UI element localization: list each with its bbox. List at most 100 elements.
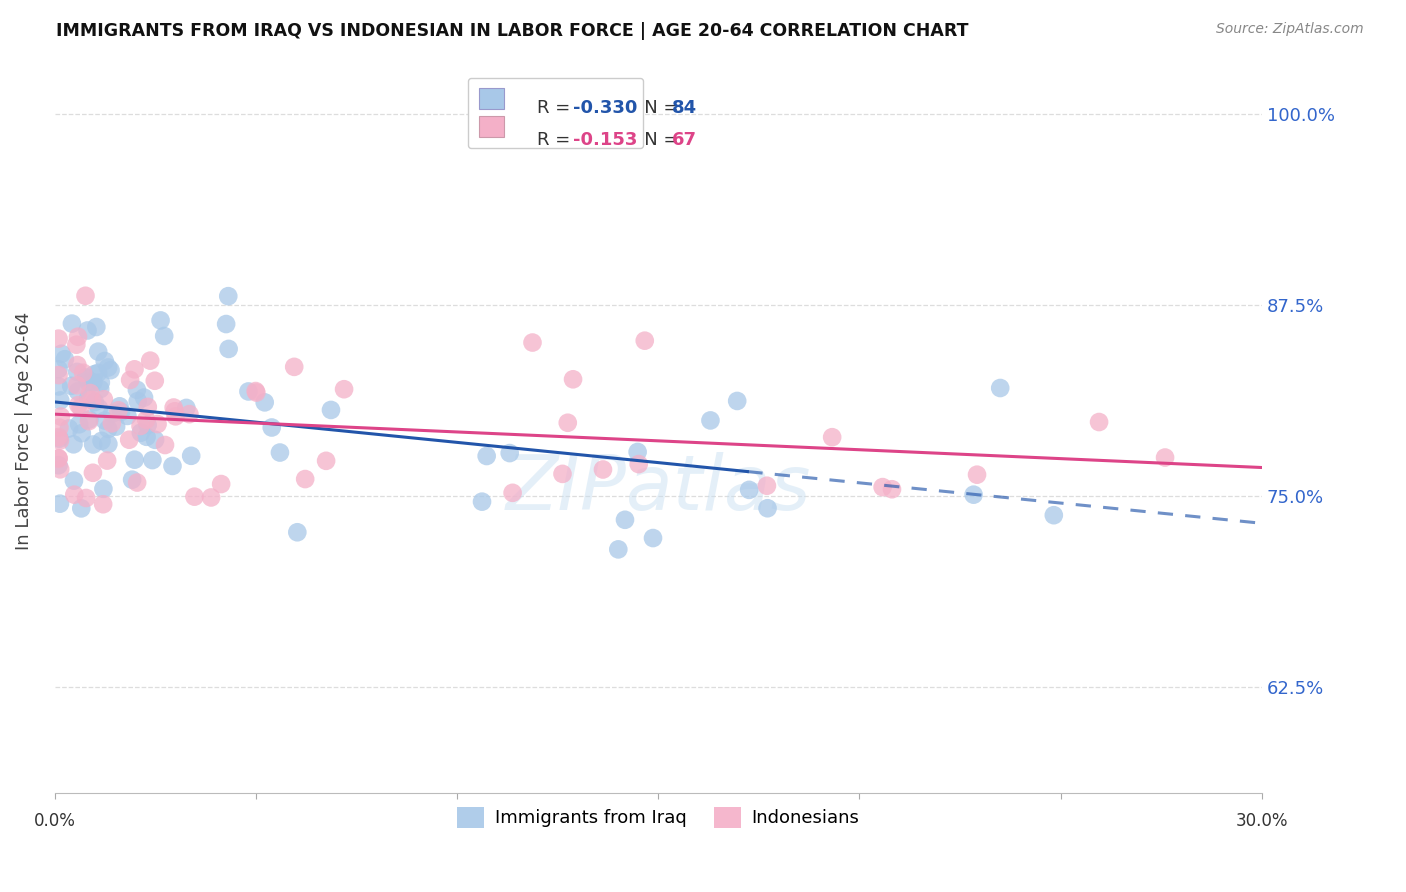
Point — [149, 313, 172, 327]
Point — [87, 401, 110, 416]
Point — [49, 497, 72, 511]
Point — [48, 379, 70, 393]
Point — [48, 451, 70, 466]
Point — [475, 449, 498, 463]
Point — [67, 417, 90, 432]
Point — [562, 372, 585, 386]
Point — [63, 474, 86, 488]
Point — [162, 458, 184, 473]
Point — [153, 329, 176, 343]
Point — [163, 401, 186, 415]
Point — [129, 425, 152, 440]
Point — [82, 437, 104, 451]
Point — [48, 430, 70, 444]
Point — [49, 462, 72, 476]
Point — [217, 289, 239, 303]
Point — [592, 462, 614, 476]
Text: 30.0%: 30.0% — [1236, 812, 1288, 830]
Point — [1043, 508, 1066, 523]
Text: R =: R = — [537, 130, 576, 149]
Point — [163, 404, 186, 418]
Point — [87, 344, 110, 359]
Point — [82, 466, 104, 480]
Text: IMMIGRANTS FROM IRAQ VS INDONESIAN IN LABOR FORCE | AGE 20-64 CORRELATION CHART: IMMIGRANTS FROM IRAQ VS INDONESIAN IN LA… — [56, 22, 969, 40]
Point — [1154, 450, 1177, 465]
Point — [118, 433, 141, 447]
Point — [90, 434, 112, 448]
Point — [607, 542, 630, 557]
Point — [125, 383, 148, 397]
Point — [179, 407, 201, 421]
Point — [66, 378, 89, 392]
Point — [75, 491, 97, 505]
Point — [238, 384, 260, 399]
Point — [89, 382, 111, 396]
Point — [127, 475, 149, 490]
Point — [105, 419, 128, 434]
Text: Source: ZipAtlas.com: Source: ZipAtlas.com — [1216, 22, 1364, 37]
Point — [136, 400, 159, 414]
Legend: Immigrants from Iraq, Indonesians: Immigrants from Iraq, Indonesians — [450, 800, 866, 835]
Point — [120, 373, 142, 387]
Point — [101, 407, 124, 421]
Point — [641, 531, 664, 545]
Point — [755, 479, 778, 493]
Point — [77, 414, 100, 428]
Point — [245, 385, 267, 400]
Point — [79, 386, 101, 401]
Point — [634, 334, 657, 348]
Point — [51, 347, 73, 361]
Point — [285, 525, 308, 540]
Point — [129, 419, 152, 434]
Point — [72, 366, 94, 380]
Point — [48, 362, 70, 376]
Point — [60, 379, 83, 393]
Point — [49, 434, 72, 448]
Point — [200, 491, 222, 505]
Point — [86, 320, 108, 334]
Point — [87, 366, 110, 380]
Point — [77, 392, 100, 406]
Point — [471, 494, 494, 508]
Point — [551, 467, 574, 481]
Text: 67: 67 — [672, 130, 697, 149]
Point — [48, 368, 70, 382]
Point — [48, 332, 70, 346]
Point — [77, 412, 100, 426]
Point — [966, 467, 988, 482]
Point — [94, 413, 117, 427]
Point — [294, 472, 316, 486]
Point — [872, 480, 894, 494]
Point — [135, 413, 157, 427]
Point — [60, 317, 83, 331]
Point — [183, 490, 205, 504]
Point — [66, 365, 89, 379]
Point — [821, 430, 844, 444]
Point — [146, 417, 169, 431]
Point — [136, 418, 159, 433]
Point — [627, 457, 650, 471]
Point — [121, 473, 143, 487]
Point — [180, 449, 202, 463]
Text: 84: 84 — [672, 100, 697, 118]
Point — [738, 483, 761, 497]
Point — [83, 395, 105, 409]
Point — [699, 413, 721, 427]
Point — [756, 501, 779, 516]
Point — [70, 501, 93, 516]
Y-axis label: In Labor Force | Age 20-64: In Labor Force | Age 20-64 — [15, 312, 32, 550]
Point — [110, 405, 132, 419]
Point — [108, 400, 131, 414]
Text: 0.0%: 0.0% — [34, 812, 76, 830]
Point — [499, 446, 522, 460]
Point — [627, 445, 650, 459]
Point — [76, 323, 98, 337]
Text: R =: R = — [537, 100, 576, 118]
Point — [101, 417, 124, 431]
Point — [93, 354, 115, 368]
Point — [557, 416, 579, 430]
Point — [143, 374, 166, 388]
Point — [107, 403, 129, 417]
Point — [75, 289, 97, 303]
Point — [1088, 415, 1111, 429]
